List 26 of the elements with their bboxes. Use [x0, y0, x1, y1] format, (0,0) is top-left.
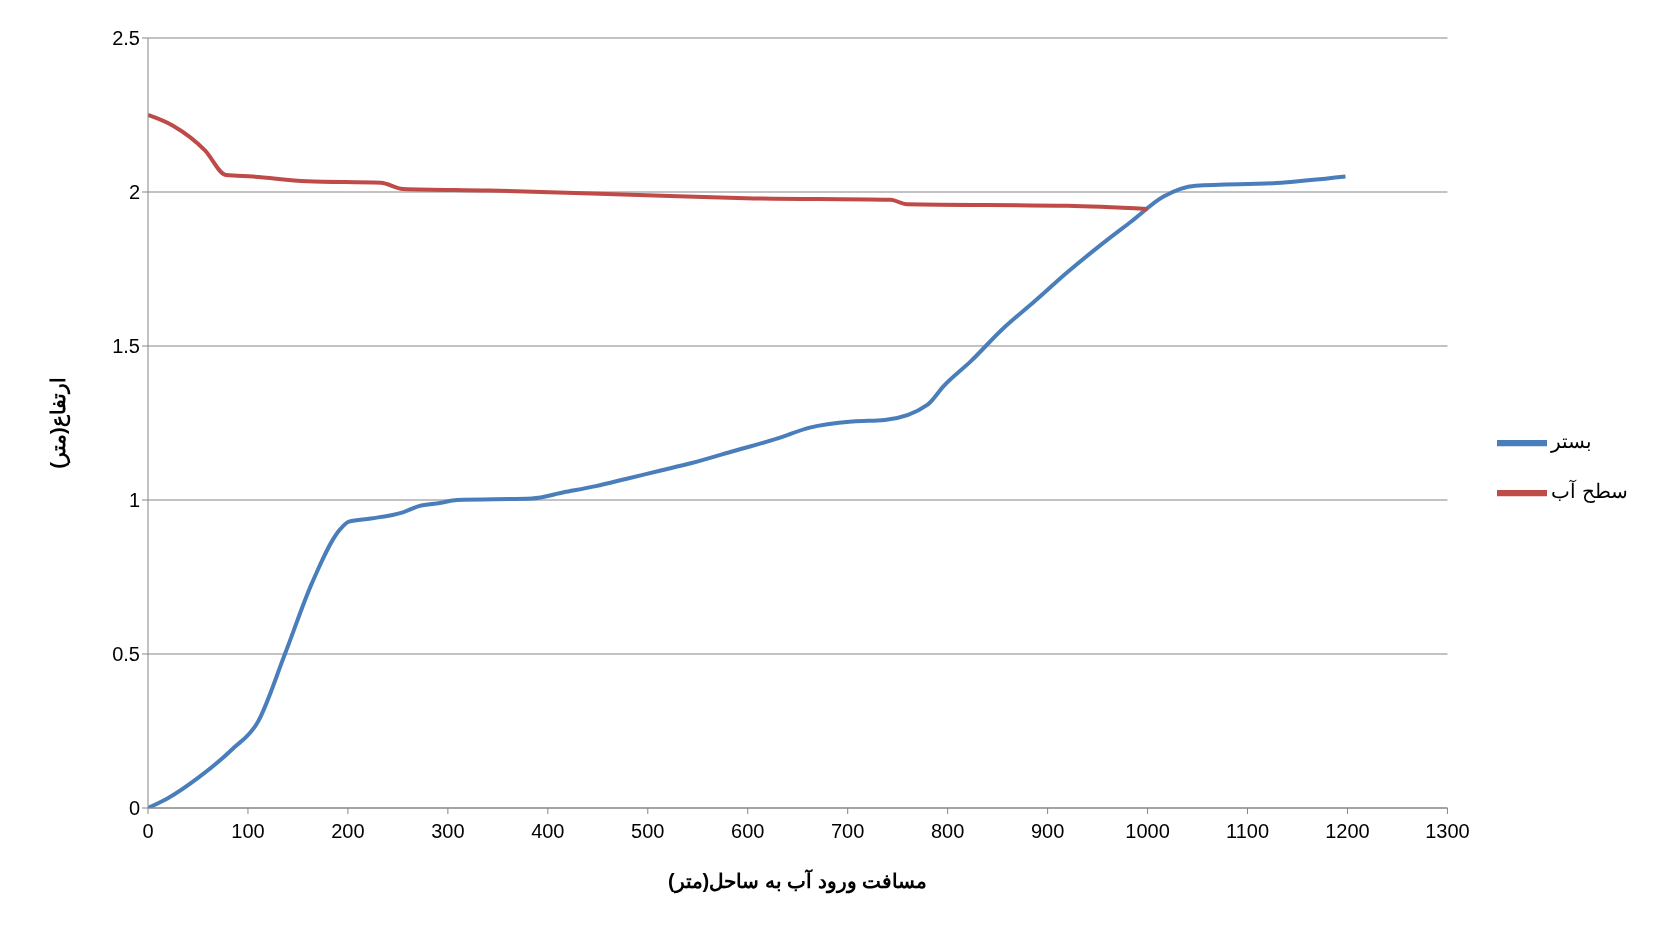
y-tick-label: 2 [128, 181, 140, 204]
legend-label: سطح آب [1551, 480, 1628, 503]
line-series [148, 113, 1150, 211]
x-tick-label: 1200 [1325, 820, 1370, 843]
x-tick-label: 1000 [1125, 820, 1170, 843]
x-tick-label: 1300 [1425, 820, 1470, 843]
y-tick-label: 1.5 [112, 335, 140, 358]
x-tick-label: 600 [731, 820, 765, 843]
y-tick-label: 0 [128, 797, 140, 820]
x-tick-label: 300 [431, 820, 465, 843]
x-tick-label: 800 [930, 820, 965, 843]
y-tick-label: 1 [128, 489, 140, 512]
x-axis-title: مسافت ورود آب به ساحل(متر) [667, 868, 928, 894]
y-tick-label: 0.5 [112, 643, 140, 666]
line-series [148, 174, 1348, 808]
x-tick-label: 100 [231, 820, 265, 843]
x-tick-label: 200 [331, 820, 365, 843]
x-tick-label: 0 [142, 820, 154, 843]
x-tick-label: 400 [531, 820, 565, 843]
y-axis-title: ارتفاع(متر) [47, 377, 72, 469]
legend-label: بستر [1551, 430, 1593, 453]
x-tick-label: 1100 [1226, 820, 1270, 843]
x-tick-label: 900 [1030, 820, 1065, 843]
x-tick-label: 700 [831, 820, 865, 843]
x-tick-label: 500 [631, 820, 665, 843]
y-tick-label: 2.5 [112, 27, 140, 50]
